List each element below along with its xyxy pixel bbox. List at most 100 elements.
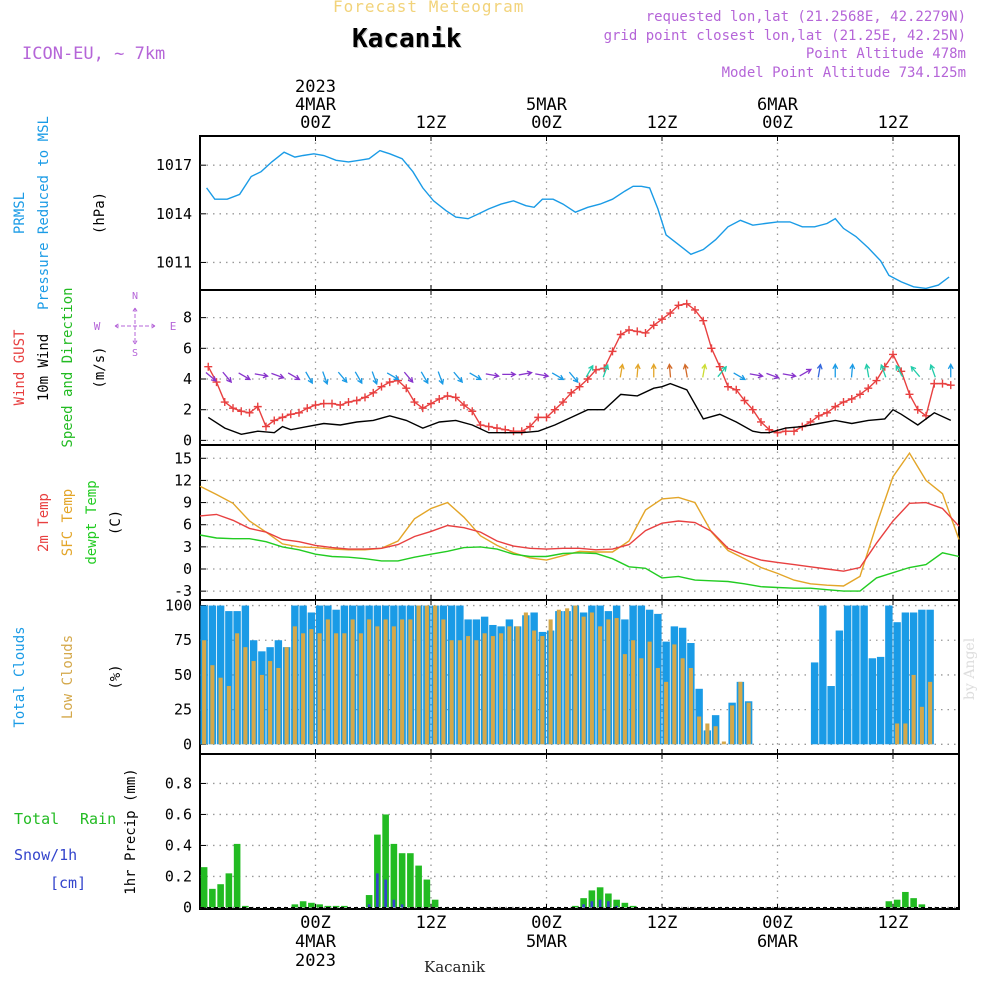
gust-marker xyxy=(443,391,452,400)
wind-arrow xyxy=(568,371,579,384)
wind-arrow xyxy=(666,363,673,378)
compass-east-label: E xyxy=(170,320,177,333)
rain-bar xyxy=(316,904,323,908)
gust-marker xyxy=(682,299,691,308)
gust-marker xyxy=(361,393,369,402)
wind-arrow xyxy=(485,372,500,379)
rain-bar xyxy=(398,853,406,908)
gust-marker xyxy=(352,396,361,405)
day-label-bottom: 5MAR xyxy=(526,932,568,952)
wind-arrow xyxy=(222,371,233,384)
y-axis-label: (m/s) xyxy=(92,346,108,388)
gust-marker xyxy=(476,421,485,430)
rain-bar xyxy=(291,904,299,908)
wind-arrow xyxy=(551,372,565,381)
time-tick-label-bottom: 00Z xyxy=(531,913,562,933)
y-axis-label: Low Clouds xyxy=(60,635,76,719)
low-cloud-bar xyxy=(639,658,644,745)
panel-wind: 0 2 4 6 8 Wind GUST 10m Wind Speed and Directio… xyxy=(12,287,960,449)
time-tick-label-bottom: 12Z xyxy=(416,913,447,933)
low-cloud-bar xyxy=(334,633,339,745)
gust-marker xyxy=(262,422,270,431)
day-label-top: 6MAR xyxy=(757,95,799,115)
total-cloud-bar xyxy=(860,605,868,745)
wind-arrow xyxy=(386,372,400,381)
wind-arrow xyxy=(910,365,921,378)
low-cloud-bar xyxy=(746,702,751,745)
wind-arrow xyxy=(354,371,363,385)
compass-rose xyxy=(114,307,156,345)
time-tick-label-bottom: 00Z xyxy=(300,913,331,933)
gust-marker xyxy=(641,328,650,337)
total-cloud-bar xyxy=(918,609,926,745)
gust-marker xyxy=(839,398,848,407)
y-axis-label: Pressure Reduced to MSL xyxy=(36,116,52,310)
gust-marker xyxy=(691,305,699,314)
low-cloud-bar xyxy=(688,667,693,745)
low-cloud-bar xyxy=(622,654,627,745)
low-cloud-bar xyxy=(738,681,743,745)
wind-arrow xyxy=(287,372,301,381)
low-cloud-bar xyxy=(367,619,372,745)
wind-arrow xyxy=(305,371,313,385)
gust-marker xyxy=(377,382,386,391)
y-axis-label: dewpt Temp xyxy=(84,480,100,564)
gust-marker xyxy=(410,398,419,407)
gust-marker xyxy=(889,350,897,359)
total-cloud-bar xyxy=(868,658,877,745)
low-cloud-bar xyxy=(441,619,446,745)
gust-marker xyxy=(872,376,881,385)
low-cloud-bar xyxy=(284,647,289,745)
gust-marker xyxy=(534,413,543,422)
y-tick-label: 100 xyxy=(165,597,192,615)
chart-title: Forecast Meteogram xyxy=(333,0,525,16)
wind-arrow xyxy=(799,368,813,377)
gust-marker xyxy=(418,404,427,413)
rain-bar xyxy=(893,899,901,908)
low-cloud-bar xyxy=(911,674,916,745)
snow-bar xyxy=(582,904,585,908)
y-tick-label: 1017 xyxy=(156,156,192,174)
y-tick-label: 25 xyxy=(174,701,192,719)
low-cloud-bar xyxy=(210,665,215,745)
low-cloud-bar xyxy=(606,619,611,745)
y-axis-label: Wind GUST xyxy=(12,329,28,405)
rain-bar xyxy=(415,865,422,908)
y-tick-label: 2 xyxy=(183,401,192,419)
y-tick-label: 1011 xyxy=(156,253,192,271)
rain-bar xyxy=(621,902,629,908)
low-cloud-bar xyxy=(919,706,924,745)
wind-arrow xyxy=(469,372,483,381)
low-cloud-bar xyxy=(507,626,512,745)
gust-marker xyxy=(303,404,312,413)
snow-bar xyxy=(367,904,371,908)
y-tick-label: 6 xyxy=(183,339,192,357)
gust-marker xyxy=(559,398,567,407)
low-cloud-bar xyxy=(309,629,314,745)
low-cloud-bar xyxy=(548,619,553,745)
low-cloud-bar xyxy=(202,640,207,745)
day-label-bottom: 4MAR xyxy=(295,932,337,952)
wind-arrow xyxy=(701,363,708,378)
rain-bar xyxy=(299,901,307,908)
gust-marker xyxy=(253,402,262,411)
time-tick-label-top: 12Z xyxy=(416,113,447,133)
gust-marker xyxy=(592,365,600,374)
model-point-altitude: Model Point Altitude 734.125m xyxy=(721,65,966,81)
total-cloud-bar xyxy=(216,605,225,745)
rain-bar xyxy=(431,899,439,908)
y-tick-label: 0 xyxy=(183,735,192,753)
total-cloud-bar xyxy=(810,662,819,745)
rain-bar xyxy=(233,843,241,908)
low-cloud-bar xyxy=(598,626,603,745)
low-cloud-bar xyxy=(433,605,438,745)
gust-marker xyxy=(666,309,675,318)
gust-marker xyxy=(295,408,303,417)
rain-bar xyxy=(390,843,398,908)
low-cloud-bar xyxy=(243,647,248,745)
low-cloud-bar xyxy=(647,641,652,745)
time-tick-label-top: 00Z xyxy=(762,113,793,133)
wind-arrow xyxy=(782,372,797,379)
wind-arrow xyxy=(322,371,329,386)
